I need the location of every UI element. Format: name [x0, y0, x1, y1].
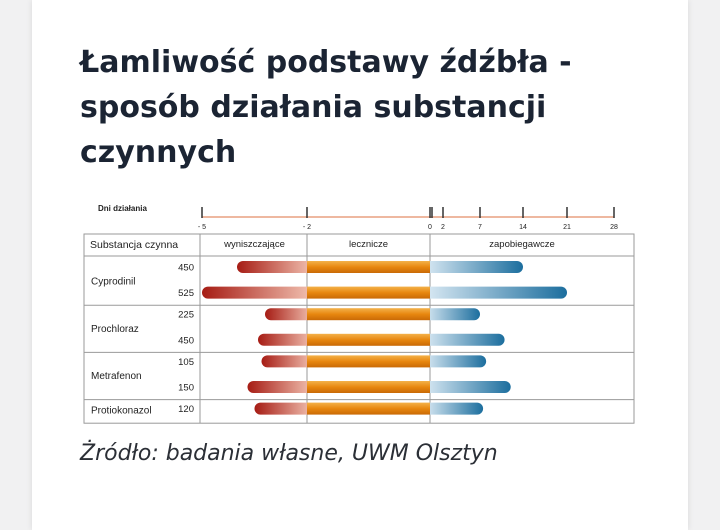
bar-curative — [307, 286, 430, 299]
substance-name-1: Prochloraz — [91, 324, 139, 335]
substance-name-2: Metrafenon — [91, 371, 142, 382]
bar-curative — [307, 333, 430, 346]
bar-destroying — [254, 402, 313, 415]
bar-curative — [307, 261, 430, 273]
page-title: Łamliwość podstawy źdźbła - sposób dział… — [80, 45, 572, 170]
bar-preventive — [424, 381, 511, 393]
axis-tick-label: 14 — [519, 224, 527, 231]
dose-label: 450 — [178, 335, 194, 346]
bar-destroying — [265, 308, 313, 321]
bar-preventive — [424, 402, 484, 415]
article-card: Łamliwość podstawy źdźbła - sposób dział… — [32, 0, 688, 530]
axis-tick-label: 7 — [478, 224, 482, 231]
axis-tick-label: - 2 — [303, 224, 311, 231]
bar-curative — [307, 381, 430, 393]
bar-preventive — [424, 286, 567, 299]
dose-label: 120 — [178, 404, 194, 415]
axis-tick-label: - 5 — [198, 224, 206, 231]
dose-label: 105 — [178, 357, 194, 368]
bar-destroying — [202, 286, 313, 299]
bar-destroying — [261, 355, 313, 368]
bar-destroying — [247, 381, 313, 393]
axis-tick-label: 28 — [610, 224, 618, 231]
dose-label: 150 — [178, 383, 194, 394]
source-caption: Żródło: badania własne, UWM Olsztyn — [80, 441, 498, 466]
axis-tick-label: 0 — [428, 224, 432, 231]
mode-of-action-chart: Dni działania - 5 - 2 0 2 7 14 21 28 Substancja c… — [80, 196, 640, 432]
bar-curative — [307, 402, 430, 415]
chart-svg: Dni działania - 5 - 2 0 2 7 14 21 28 Substancja c… — [83, 204, 635, 424]
dose-label: 450 — [178, 263, 194, 274]
dose-label: 525 — [178, 288, 194, 299]
axis-tick-label: 21 — [563, 224, 571, 231]
substance-name-3: Protiokonazol — [91, 405, 152, 416]
phase-header-0: wyniszczające — [223, 239, 285, 250]
substance-name-0: Cyprodinil — [91, 277, 135, 288]
bar-preventive — [424, 333, 505, 346]
column-header: Substancja czynna — [90, 239, 178, 251]
bar-preventive — [424, 355, 487, 368]
table-frame — [83, 233, 635, 424]
bar-curative — [307, 308, 430, 321]
bar-curative — [307, 355, 430, 368]
bar-destroying — [258, 333, 313, 346]
bar-preventive — [424, 261, 523, 273]
bar-destroying — [237, 261, 313, 273]
phase-header-1: lecznicze — [349, 239, 388, 250]
dose-label: 225 — [178, 310, 194, 321]
axis-tick-label: 2 — [441, 224, 445, 231]
bar-preventive — [424, 308, 480, 321]
axis-label: Dni działania — [98, 204, 147, 213]
phase-header-2: zapobiegawcze — [489, 239, 555, 250]
